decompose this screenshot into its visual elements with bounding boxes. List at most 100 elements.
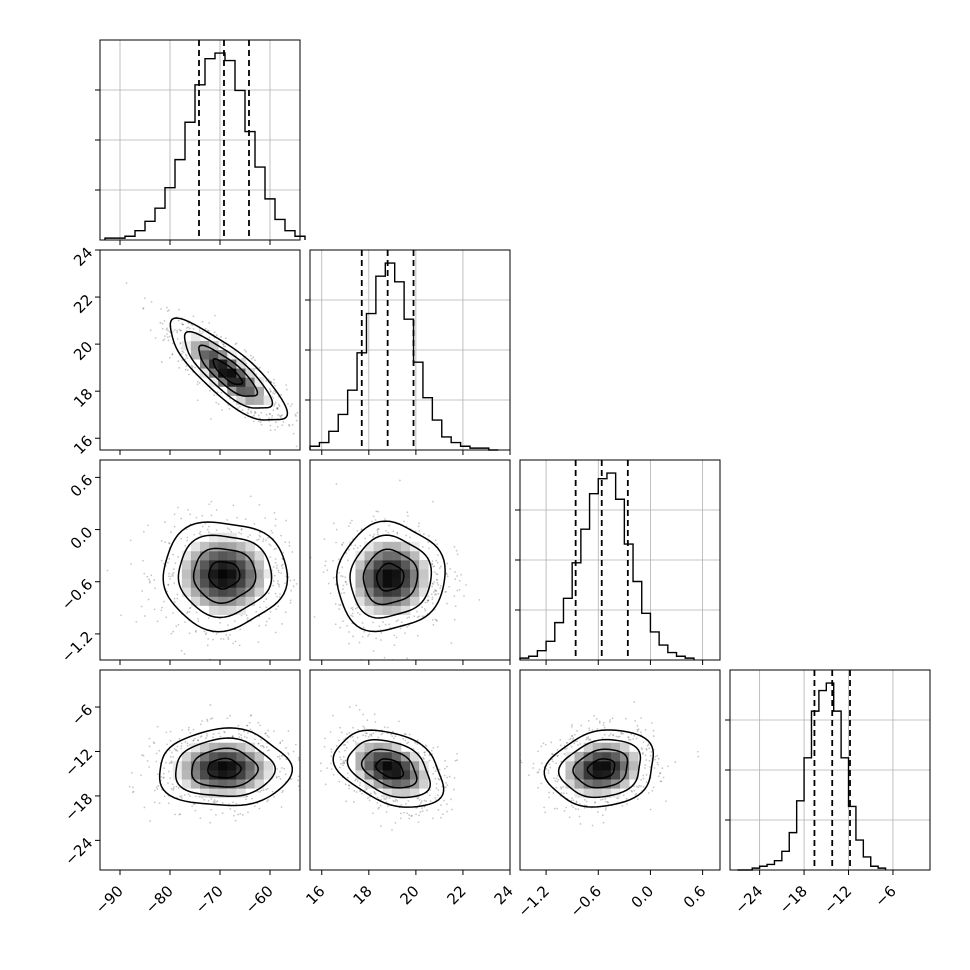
scatter-point — [621, 805, 624, 807]
scatter-point — [378, 625, 381, 628]
scatter-point — [433, 565, 436, 568]
scatter-point — [350, 607, 353, 610]
scatter-point — [297, 775, 300, 778]
density-cell — [200, 760, 210, 771]
scatter-point — [167, 561, 169, 564]
scatter-point — [273, 392, 276, 395]
scatter-point — [445, 590, 448, 593]
scatter-point — [167, 583, 170, 586]
scatter-point — [413, 615, 416, 618]
scatter-point — [241, 813, 244, 816]
scatter-point — [356, 547, 359, 549]
scatter-point — [167, 584, 170, 586]
scatter-point — [250, 357, 253, 360]
scatter-point — [406, 511, 409, 514]
scatter-point — [150, 574, 153, 577]
scatter-point — [262, 540, 264, 543]
scatter-point — [180, 329, 182, 332]
scatter-point — [176, 337, 179, 340]
scatter-point — [406, 515, 409, 517]
scatter-point — [563, 753, 566, 755]
scatter-point — [335, 744, 338, 747]
scatter-point — [435, 559, 438, 562]
scatter-point — [275, 775, 278, 778]
scatter-point — [421, 606, 423, 608]
scatter-point — [645, 773, 648, 776]
scatter-point — [192, 803, 195, 805]
density-cell — [254, 751, 265, 762]
scatter-point — [165, 761, 167, 764]
scatter-point — [166, 333, 168, 335]
scatter-point — [292, 750, 295, 753]
scatter-point — [562, 785, 565, 788]
scatter-point — [245, 798, 248, 801]
scatter-point — [626, 803, 628, 805]
scatter-point — [219, 735, 222, 738]
scatter-point — [399, 817, 402, 820]
scatter-point — [351, 615, 354, 618]
contour-line — [586, 758, 616, 779]
density-cell — [200, 368, 210, 378]
scatter-point — [439, 565, 442, 568]
density-cell — [209, 578, 219, 588]
scatter-point — [171, 353, 174, 356]
scatter-point — [645, 759, 648, 761]
density-cell — [410, 751, 420, 762]
scatter-point — [598, 720, 601, 723]
scatter-point — [220, 637, 222, 640]
scatter-point — [227, 636, 229, 639]
scatter-point — [446, 573, 448, 576]
density-cell — [610, 760, 621, 771]
scatter-point — [269, 429, 272, 432]
scatter-point — [560, 760, 563, 763]
scatter-point — [162, 772, 165, 775]
scatter-point — [629, 738, 632, 741]
scatter-point — [344, 581, 347, 584]
scatter-point — [380, 795, 383, 798]
scatter-point — [155, 786, 158, 789]
scatter-point — [150, 301, 153, 303]
scatter-point — [642, 777, 645, 780]
scatter-point — [605, 807, 607, 809]
scatter-point — [149, 581, 151, 584]
scatter-point — [278, 585, 281, 588]
scatter-point — [275, 547, 277, 550]
density-cell — [245, 395, 255, 405]
scatter-point — [268, 617, 271, 620]
scatter-point — [164, 541, 167, 544]
scatter-point — [355, 791, 358, 793]
scatter-point — [448, 775, 451, 778]
scatter-point — [177, 623, 180, 626]
scatter-point — [611, 717, 614, 720]
scatter-point — [210, 798, 213, 800]
scatter-point — [265, 380, 268, 382]
density-cell — [190, 760, 201, 771]
scatter-point — [146, 760, 149, 762]
scatter-point — [652, 786, 655, 789]
density-cell — [373, 596, 384, 606]
scatter-point — [400, 804, 403, 806]
density-cell — [209, 760, 219, 771]
scatter-point — [249, 534, 252, 537]
density-cell — [200, 560, 210, 570]
density-cell — [254, 395, 265, 405]
scatter-point — [348, 784, 351, 787]
scatter-point — [580, 724, 583, 727]
density-cell — [391, 550, 402, 561]
scatter-point — [174, 813, 176, 816]
scatter-point — [297, 759, 300, 761]
scatter-point — [165, 731, 168, 734]
scatter-point — [324, 737, 326, 740]
scatter-point — [269, 390, 272, 393]
scatter-point — [221, 812, 224, 815]
scatter-point — [188, 373, 190, 376]
scatter-point — [189, 513, 192, 516]
scatter-point — [295, 419, 298, 422]
scatter-point — [640, 785, 642, 788]
scatter-point — [557, 778, 560, 781]
scatter-point — [618, 735, 621, 738]
scatter-point — [213, 799, 216, 801]
scatter-point — [288, 423, 290, 426]
scatter-point — [696, 750, 699, 753]
scatter-point — [589, 738, 592, 741]
